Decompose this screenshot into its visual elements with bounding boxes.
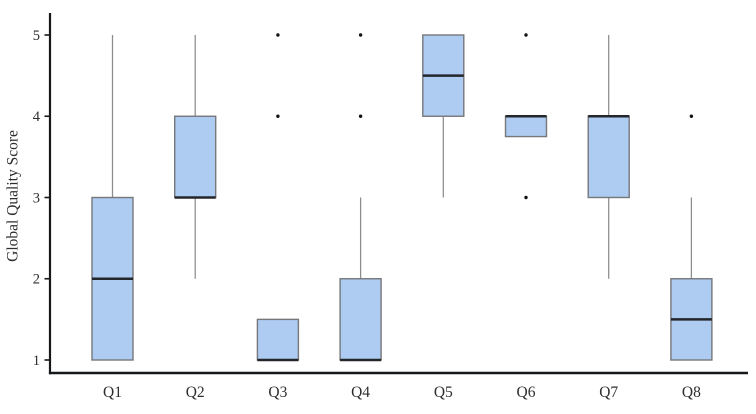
outlier-point-Q4 bbox=[358, 114, 363, 118]
x-category-label: Q1 bbox=[103, 384, 122, 401]
outlier-point-Q8 bbox=[689, 114, 694, 118]
x-category-label: Q4 bbox=[351, 384, 370, 401]
y-tick-label: 1 bbox=[33, 353, 40, 369]
x-category-label: Q2 bbox=[186, 384, 205, 401]
y-axis-title: Global Quality Score bbox=[5, 130, 22, 262]
outlier-point-Q3 bbox=[276, 33, 280, 37]
box-Q4 bbox=[339, 278, 382, 361]
outlier-point-Q3 bbox=[276, 114, 280, 118]
outlier-point-Q4 bbox=[358, 33, 363, 37]
y-tick-label: 3 bbox=[33, 190, 40, 206]
x-category-label: Q7 bbox=[599, 384, 618, 401]
y-tick-label: 2 bbox=[33, 272, 40, 288]
box-Q3 bbox=[256, 318, 300, 361]
x-category-label: Q3 bbox=[268, 384, 287, 401]
x-category-label: Q5 bbox=[434, 384, 453, 401]
y-tick-label: 4 bbox=[33, 109, 41, 125]
y-tick-label: 5 bbox=[33, 28, 40, 44]
box-Q6 bbox=[504, 115, 548, 138]
box-Q2 bbox=[173, 115, 217, 199]
x-category-label: Q8 bbox=[682, 384, 701, 401]
x-category-label: Q6 bbox=[517, 384, 536, 401]
outlier-point-Q6 bbox=[524, 33, 528, 37]
outlier-point-Q6 bbox=[524, 195, 528, 200]
box-Q7 bbox=[587, 115, 630, 199]
